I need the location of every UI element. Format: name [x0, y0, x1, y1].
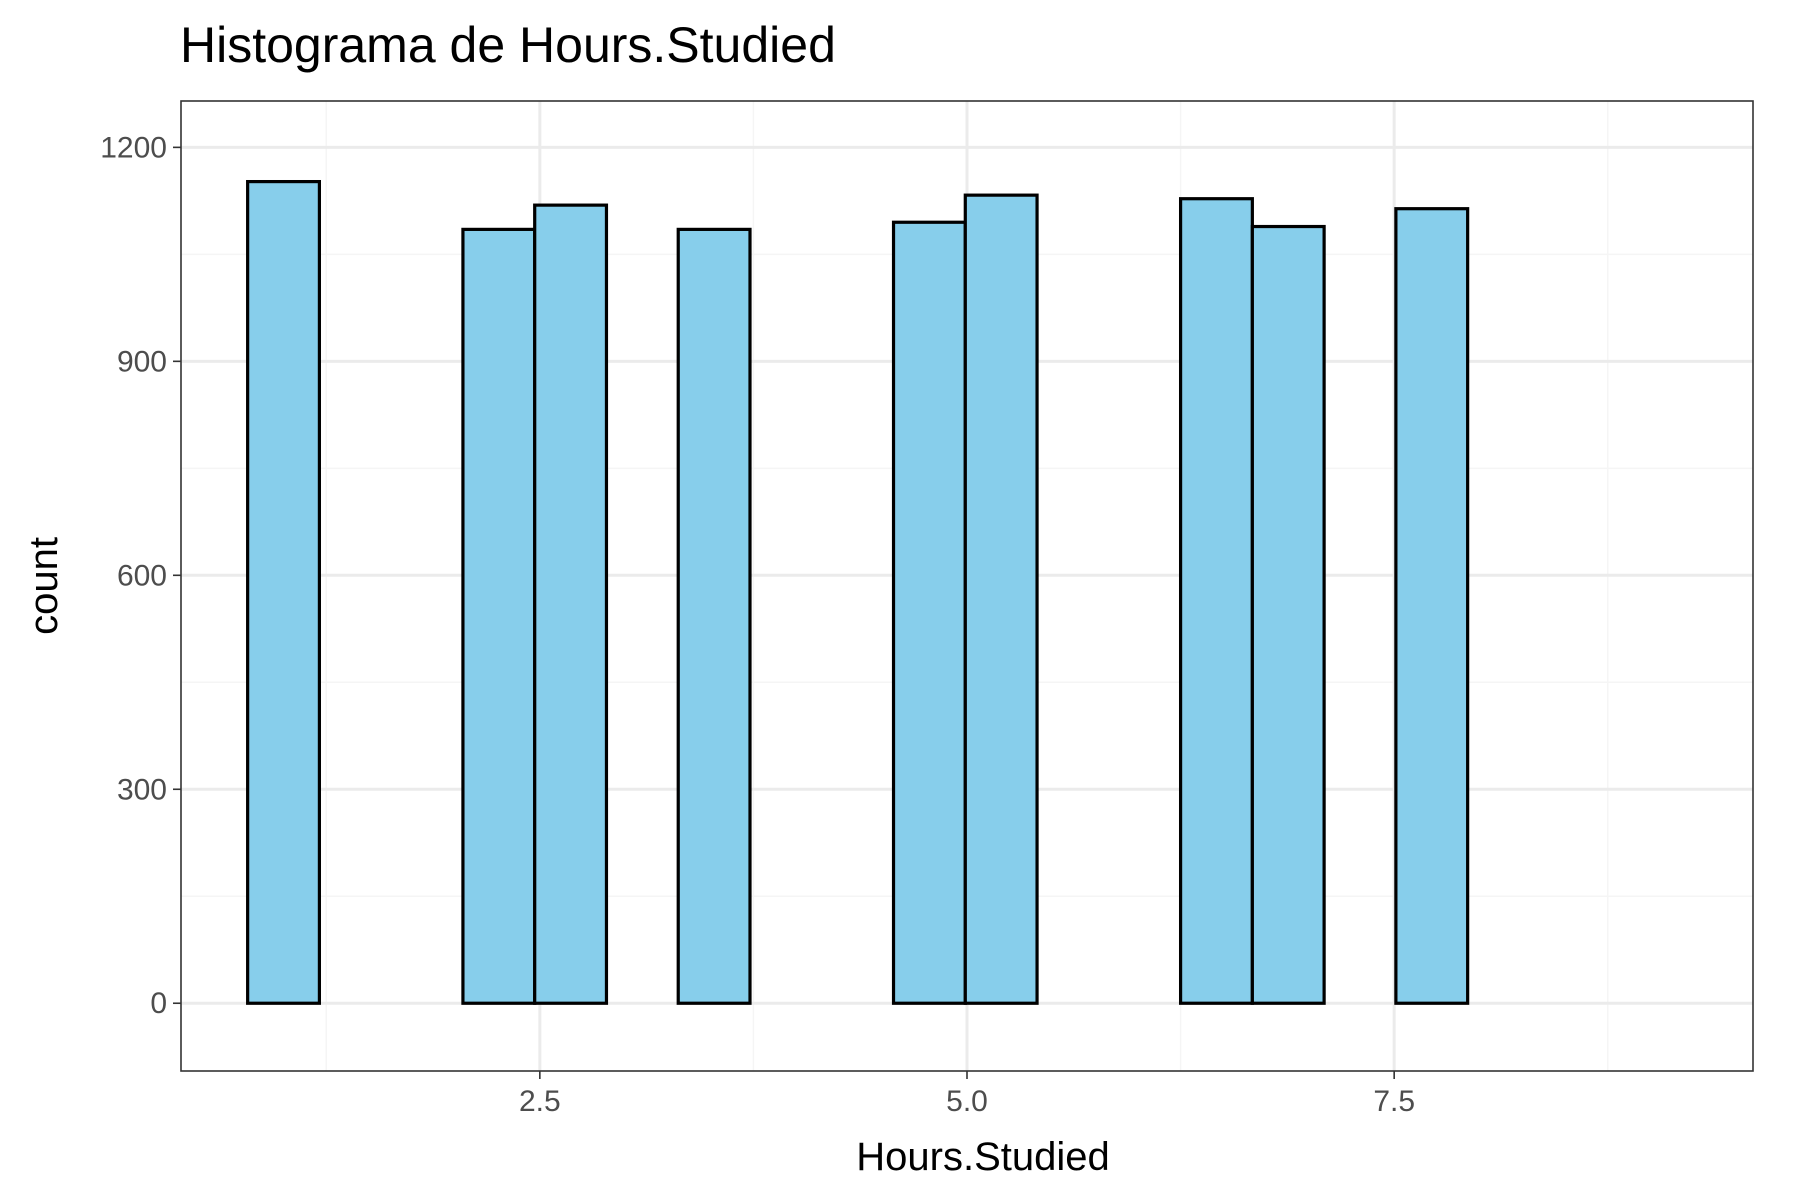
x-tick-label: 2.5: [519, 1085, 561, 1118]
x-tick-label: 5.0: [946, 1085, 988, 1118]
histogram-bar: [1250, 224, 1326, 1005]
histogram-bar: [461, 227, 537, 1005]
y-tick-label: 1200: [100, 131, 167, 164]
histogram-bar: [963, 193, 1039, 1005]
histogram-bar: [891, 220, 967, 1005]
y-tick-label: 0: [150, 987, 167, 1020]
chart-title: Histograma de Hours.Studied: [180, 17, 836, 73]
y-tick-label: 900: [117, 345, 167, 378]
histogram-bars: [246, 179, 1470, 1005]
x-axis: 2.5 5.0 7.5: [519, 1071, 1415, 1118]
y-tick-label: 600: [117, 559, 167, 592]
histogram-bar: [1178, 197, 1254, 1005]
histogram-bar: [533, 203, 609, 1005]
x-axis-title: Hours.Studied: [856, 1135, 1109, 1179]
histogram-bar: [246, 179, 322, 1005]
x-tick-label: 7.5: [1373, 1085, 1415, 1118]
histogram-bar: [1394, 207, 1470, 1005]
y-axis-title: count: [22, 537, 66, 635]
y-axis: 0 300 600 900 1200: [100, 131, 181, 1020]
y-tick-label: 300: [117, 773, 167, 806]
histogram-bar: [676, 227, 752, 1005]
